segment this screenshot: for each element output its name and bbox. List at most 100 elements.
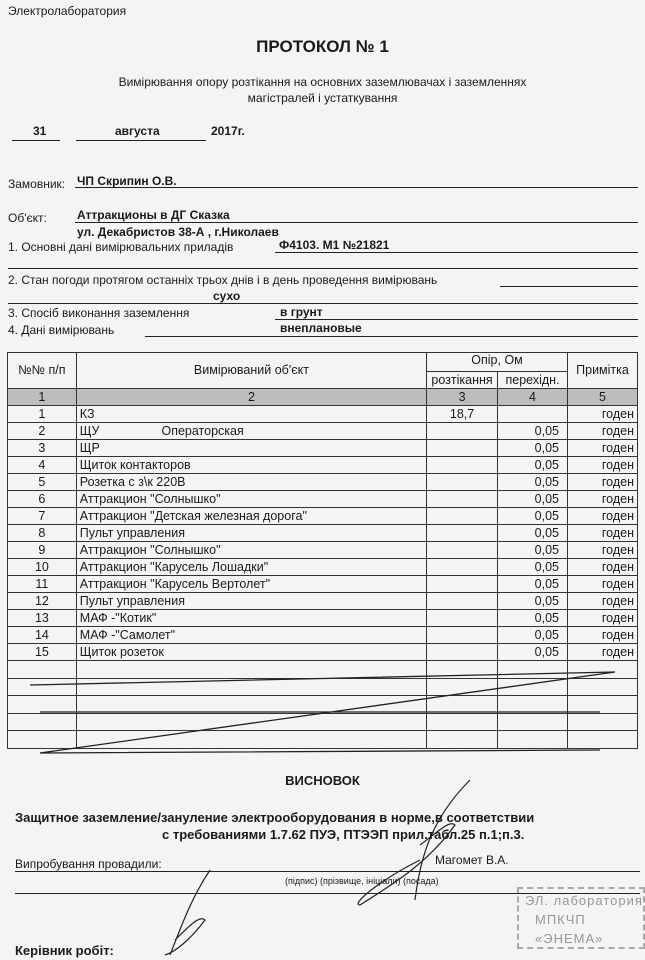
- subtitle-1: Вимірювання опору розтікання на основних…: [118, 75, 527, 89]
- table-row: 1 КЗ 18,7 годен: [7, 405, 638, 423]
- row-transition: 0,05: [497, 473, 568, 491]
- row-spreading: [426, 643, 499, 661]
- row-object: МАФ -"Самолет": [75, 626, 428, 644]
- table-row: 9 Аттракцион "Солнышко" 0,05 годен: [7, 541, 638, 559]
- row-object: Пульт управления: [75, 524, 428, 542]
- tested-label: Випробування провадили:: [15, 857, 162, 871]
- stamp-line: ЭЛ. лаборатория: [525, 893, 643, 908]
- row-note: годен: [567, 422, 638, 440]
- row-note: годен: [567, 575, 638, 593]
- signature-head: [164, 869, 211, 956]
- table-row: 13 МАФ -"Котик" 0,05 годен: [7, 609, 638, 627]
- row-transition: 0,05: [497, 439, 568, 457]
- instruments-label: 1. Основні дані вимірювальних приладів: [8, 240, 234, 254]
- customer-value: ЧП Скрипин О.В.: [77, 174, 177, 188]
- row-note: годен: [567, 507, 638, 525]
- header-num: №№ п/п: [7, 352, 77, 389]
- stamp-line: «ЭНЕМА»: [535, 931, 604, 946]
- row-note: годен: [567, 643, 638, 661]
- row-note: годен: [567, 524, 638, 542]
- table-row: 14 МАФ -"Самолет" 0,05 годен: [7, 626, 638, 644]
- conclusion-title: ВИСНОВОК: [285, 773, 360, 788]
- object-name: Аттракцион "Карусель Лошадки": [79, 559, 269, 574]
- header-spreading: розтікання: [426, 371, 499, 389]
- tester-name: Магомет В.А.: [435, 853, 509, 867]
- object-name: КЗ: [79, 406, 95, 421]
- object-name: МАФ -"Самолет": [79, 627, 176, 642]
- col-number: 5: [567, 388, 638, 406]
- date-year: 2017г.: [211, 124, 245, 138]
- row-object: Пульт управления: [75, 592, 428, 610]
- object-value-2: ул. Декабристов 38-А , г.Николаев: [77, 225, 279, 239]
- table-row: 15 Щиток розеток 0,05 годен: [7, 643, 638, 661]
- col-number: 2: [75, 388, 428, 406]
- row-note: годен: [567, 558, 638, 576]
- weather-label: 2. Стан погоди протягом останніх трьох д…: [8, 273, 438, 287]
- row-transition: 0,05: [497, 575, 568, 593]
- object-name: ЩР: [79, 440, 100, 455]
- object-name: Пульт управления: [79, 525, 185, 540]
- stamp: ЭЛ. лаборатория МПКЧП «ЭНЕМА»: [517, 887, 645, 949]
- table-row: 6 Аттракцион "Солнышко" 0,05 годен: [7, 490, 638, 508]
- object-label: Об'єкт:: [8, 211, 47, 225]
- row-transition: 0,05: [497, 541, 568, 559]
- row-transition: 0,05: [497, 643, 568, 661]
- row-object: Аттракцион "Детская железная дорога": [75, 507, 428, 525]
- object-name: ЩУ: [79, 423, 100, 438]
- row-note: годен: [567, 439, 638, 457]
- subtitle-2: магістралей і устаткування: [247, 91, 398, 105]
- org-name: Электролаборатория: [8, 4, 127, 18]
- object-name: Аттракцион "Карусель Вертолет": [79, 576, 271, 591]
- table-row: 2 ЩУ Операторская 0,05 годен: [7, 422, 638, 440]
- stamp-line: МПКЧП: [535, 912, 586, 927]
- header-transition: перехідн.: [497, 371, 568, 389]
- table-row: 8 Пульт управления 0,05 годен: [7, 524, 638, 542]
- row-object: Аттракцион "Карусель Вертолет": [75, 575, 428, 593]
- instruments-value: Ф4103. М1 №21821: [279, 238, 390, 252]
- row-note: годен: [567, 490, 638, 508]
- row-object: Щиток контакторов: [75, 456, 428, 474]
- object-name: Аттракцион "Детская железная дорога": [79, 508, 307, 523]
- object-name: МАФ -"Котик": [79, 610, 157, 625]
- row-object: ЩУ Операторская: [75, 422, 428, 440]
- row-transition: 0,05: [497, 558, 568, 576]
- row-object: Щиток розеток: [75, 643, 428, 661]
- object-name: Щиток контакторов: [79, 457, 191, 472]
- head-label: Керівник робіт:: [15, 943, 114, 958]
- object-name: Аттракцион "Солнышко": [79, 542, 221, 557]
- conclusion-line-2: с требованиями 1.7.62 ПУЭ, ПТЭЭП прил.та…: [162, 827, 525, 842]
- table-row: 4 Щиток контакторов 0,05 годен: [7, 456, 638, 474]
- signature-tester: [357, 779, 471, 906]
- table-row: 3 ЩР 0,05 годен: [7, 439, 638, 457]
- table-row: 12 Пульт управления 0,05 годен: [7, 592, 638, 610]
- data-value: внеплановые: [280, 321, 362, 335]
- row-note: годен: [567, 609, 638, 627]
- data-label: 4. Дані вимірювань: [8, 323, 115, 337]
- weather-value: сухо: [213, 289, 241, 303]
- row-object: Аттракцион "Солнышко": [75, 541, 428, 559]
- date-day: 31: [33, 124, 47, 138]
- object-name: Щиток розеток: [79, 644, 164, 659]
- object-name: Розетка с з\к 220В: [79, 474, 186, 489]
- table-row: 11 Аттракцион "Карусель Вертолет" 0,05 годе…: [7, 575, 638, 593]
- row-note: годен: [567, 456, 638, 474]
- row-number: 14: [7, 626, 77, 644]
- customer-label: Замовник:: [8, 177, 66, 191]
- object-name: Пульт управления: [79, 593, 185, 608]
- header-note: Примітка: [567, 352, 638, 389]
- signature-caption: (підпис) (прізвище, ініціали) (посада): [285, 876, 439, 886]
- object-detail: Операторская: [161, 423, 244, 438]
- method-label: 3. Спосіб виконання заземлення: [8, 306, 190, 320]
- method-value: в грунт: [280, 305, 323, 319]
- header-object: Вимірюваний об'єкт: [75, 352, 428, 389]
- conclusion-line-1: Защитное заземление/зануление электрообо…: [15, 810, 535, 825]
- date-month: августа: [115, 124, 160, 138]
- row-number: 13: [7, 609, 77, 627]
- page-title: ПРОТОКОЛ № 1: [256, 37, 389, 56]
- row-object: Аттракцион "Солнышко": [75, 490, 428, 508]
- object-value-1: Аттракционы в ДГ Сказка: [77, 208, 230, 222]
- row-object: МАФ -"Котик": [75, 609, 428, 627]
- object-name: Аттракцион "Солнышко": [79, 491, 221, 506]
- column-numbers-row: 1 2 3 4 5: [7, 388, 638, 406]
